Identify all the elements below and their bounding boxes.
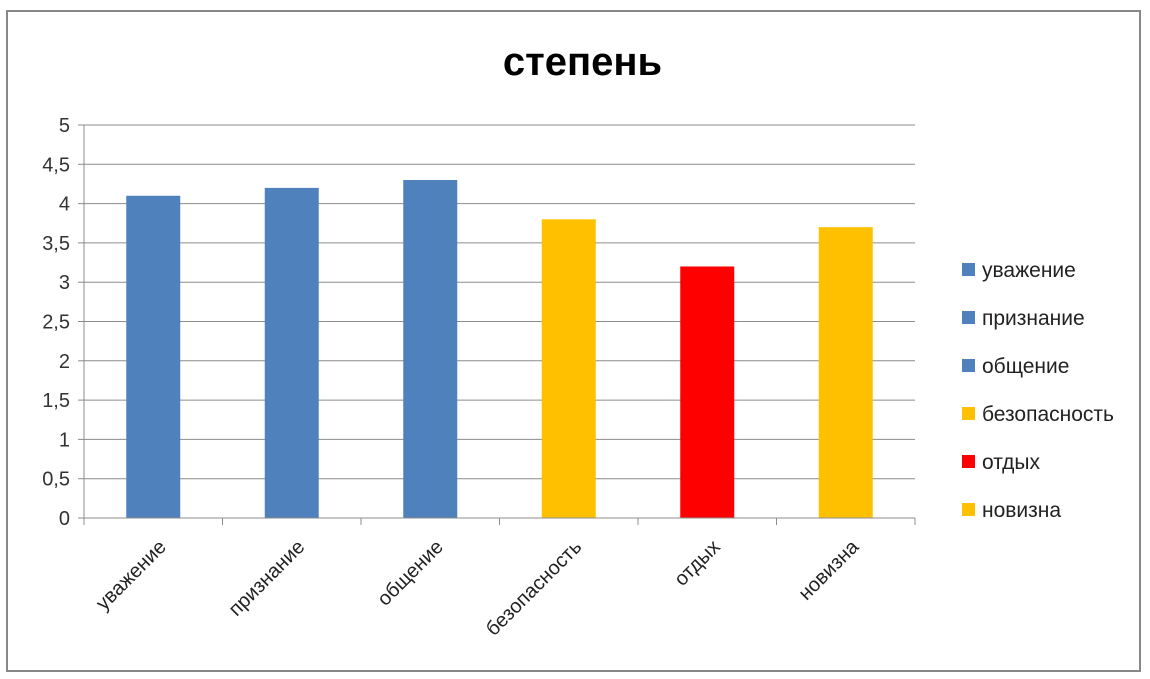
gridlines	[84, 124, 915, 519]
legend-label: признание	[982, 307, 1085, 330]
bars	[126, 180, 873, 519]
y-tick-label: 1	[59, 429, 70, 451]
y-tick-label: 1,5	[42, 390, 70, 412]
bar-3	[541, 219, 596, 518]
legend-swatch	[962, 455, 975, 468]
legend-label: общение	[982, 355, 1069, 378]
legend-label: новизна	[982, 499, 1061, 522]
y-tick-label: 3,5	[42, 233, 70, 255]
legend-label: уважение	[982, 259, 1076, 282]
x-category-label: новизна	[794, 535, 863, 604]
legend-swatch	[962, 359, 975, 372]
y-tick-label: 0	[59, 508, 70, 530]
bar-0	[126, 195, 181, 519]
legend-label: безопасность	[982, 403, 1114, 426]
x-category-label: безопасность	[482, 536, 586, 640]
x-category-label: признание	[225, 536, 310, 621]
y-tick-label: 5	[59, 115, 70, 137]
legend: уважение признание общение безопасность отды…	[962, 259, 1114, 522]
x-category-label: общение	[373, 536, 447, 610]
legend-swatch	[962, 407, 975, 420]
chart-title: степень	[502, 40, 663, 84]
y-tick-label: 2,5	[42, 312, 70, 334]
bar-5	[818, 227, 873, 518]
y-tick-label: 4	[59, 194, 70, 216]
legend-swatch	[962, 311, 975, 324]
y-tick-label: 4,5	[42, 154, 70, 176]
x-category-label: уважение	[92, 536, 171, 615]
y-axis: 0 0,5 1 1,5 2 2,5 3 3,5 4 4,5 5	[42, 115, 85, 530]
y-tick-label: 2	[59, 351, 70, 373]
x-axis: уважение признание общение безопасность отды…	[83, 517, 916, 640]
legend-label: отдых	[982, 451, 1040, 474]
legend-swatch	[962, 503, 975, 516]
bar-1	[264, 187, 319, 518]
legend-swatch	[962, 263, 975, 276]
bar-2	[403, 180, 458, 518]
y-tick-label: 3	[59, 272, 70, 294]
bar-4	[680, 266, 735, 518]
x-category-label: отдых	[670, 536, 725, 591]
y-tick-label: 0,5	[42, 469, 70, 491]
